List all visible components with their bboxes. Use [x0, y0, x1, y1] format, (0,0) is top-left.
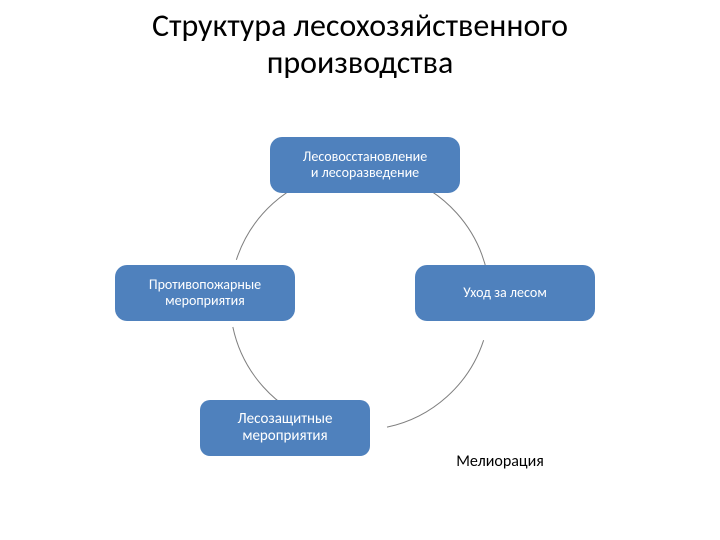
node-fire-prevention-line1: Противопожарные — [149, 276, 261, 293]
node-forest-care: Уход за лесом — [415, 265, 595, 321]
node-reforestation: Лесовосстановлениеи лесоразведение — [270, 137, 460, 193]
node-melioration-line1: Мелиорация — [456, 452, 544, 471]
node-melioration: Мелиорация — [400, 435, 600, 489]
node-protective-measures-line1: Лесозащитные — [237, 410, 332, 428]
cycle-ring — [0, 0, 720, 540]
node-reforestation-line2: и лесоразведение — [311, 164, 419, 181]
node-reforestation-line1: Лесовосстановление — [303, 148, 427, 165]
node-protective-measures: Лесозащитныемероприятия — [200, 400, 370, 456]
node-protective-measures-line2: мероприятия — [242, 427, 327, 445]
node-fire-prevention: Противопожарныемероприятия — [115, 265, 295, 321]
diagram-stage: Лесовосстановлениеи лесоразведение Уход з… — [0, 0, 720, 540]
node-fire-prevention-line2: мероприятия — [165, 292, 245, 309]
node-forest-care-line1: Уход за лесом — [463, 284, 547, 301]
